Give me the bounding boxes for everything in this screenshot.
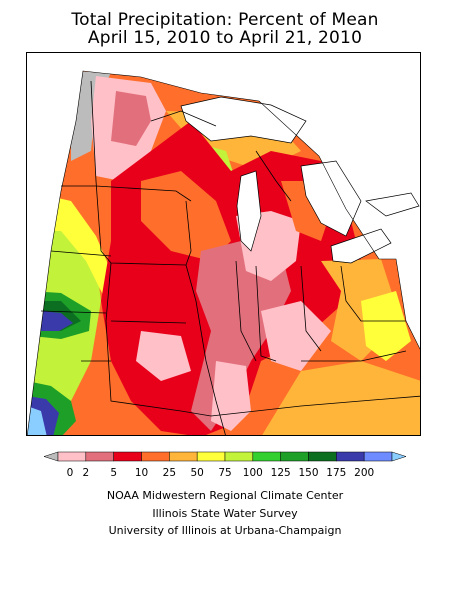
legend-label: 200 <box>354 467 374 479</box>
credit-line-3: University of Illinois at Urbana-Champai… <box>108 524 342 537</box>
legend-bar <box>43 451 407 462</box>
missouri-pink-area <box>136 331 191 381</box>
great-lakes <box>180 96 420 264</box>
lake-michigan <box>236 170 262 252</box>
lake-erie <box>330 228 392 264</box>
legend-swatch <box>336 451 365 462</box>
central-orange-area <box>141 171 231 261</box>
legend-right-arrow <box>391 451 407 462</box>
legend-label: 150 <box>298 467 318 479</box>
southeast-light-orange-area <box>261 361 420 435</box>
northwest-gray-area <box>71 71 111 161</box>
legend-label: 0 <box>67 467 74 479</box>
legend-swatch <box>224 451 254 462</box>
legend-label: 2 <box>82 467 89 479</box>
legend-swatch <box>196 451 226 462</box>
legend-label: 25 <box>163 467 176 479</box>
legend-labels: 0 2 5 10 25 50 75 100 125 150 175 200 <box>67 467 375 479</box>
region-outline <box>27 70 420 435</box>
legend-swatch <box>363 451 393 462</box>
legend-swatch <box>252 451 281 462</box>
state-borders <box>40 80 420 435</box>
legend-label: 50 <box>190 467 203 479</box>
lake-ontario <box>365 192 420 217</box>
east-yellow-area <box>361 291 411 361</box>
legend-swatch <box>141 451 170 462</box>
map-title-line-2: April 15, 2010 to April 21, 2010 <box>87 28 363 48</box>
legend-left-arrow <box>43 451 59 462</box>
southwest-light-blue-area <box>27 406 47 435</box>
south-pink-area <box>211 361 251 431</box>
legend-label: 100 <box>243 467 263 479</box>
legend-label: 175 <box>326 467 346 479</box>
lake-superior <box>180 96 307 144</box>
credit-line-2: Illinois State Water Survey <box>152 507 298 520</box>
precipitation-map-canvas <box>27 70 420 435</box>
legend-label: 75 <box>218 467 231 479</box>
lake-huron <box>300 160 362 237</box>
color-legend: 0 2 5 10 25 50 75 100 125 150 175 200 <box>43 451 407 479</box>
precipitation-map <box>26 52 421 436</box>
legend-swatch <box>113 451 142 462</box>
legend-swatch <box>57 451 87 462</box>
legend-swatch <box>85 451 114 462</box>
legend-swatch <box>308 451 337 462</box>
north-rose-area <box>111 91 151 146</box>
legend-label: 125 <box>271 467 291 479</box>
legend-swatch <box>169 451 198 462</box>
legend-swatch <box>280 451 309 462</box>
credit-line-1: NOAA Midwestern Regional Climate Center <box>106 489 344 502</box>
map-title-line-1: Total Precipitation: Percent of Mean <box>71 10 379 30</box>
ohio-pink-area <box>261 301 331 371</box>
legend-label: 5 <box>110 467 117 479</box>
legend-label: 10 <box>135 467 148 479</box>
west-blue-area <box>41 311 73 331</box>
